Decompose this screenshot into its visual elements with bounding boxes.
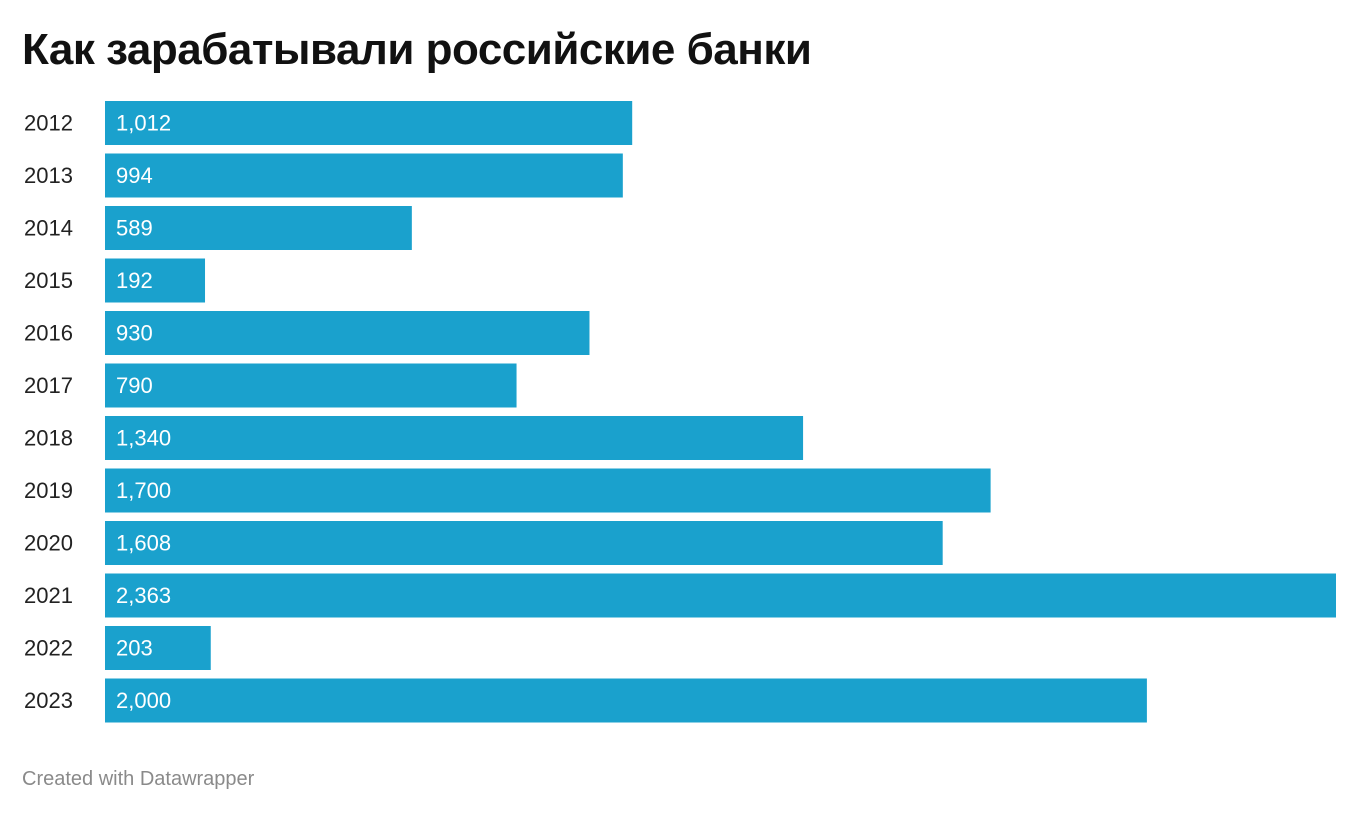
bar-2023 xyxy=(105,678,1147,723)
bar-2012 xyxy=(105,101,633,145)
category-label-2018: 2018 xyxy=(24,426,73,451)
category-label-2012: 2012 xyxy=(24,111,73,136)
category-label-2021: 2021 xyxy=(24,583,73,608)
category-label-2020: 2020 xyxy=(24,531,73,556)
category-label-2022: 2022 xyxy=(24,636,73,661)
value-label-2013: 994 xyxy=(116,163,153,188)
value-label-2022: 203 xyxy=(116,636,153,661)
value-label-2021: 2,363 xyxy=(116,583,171,608)
value-label-2015: 192 xyxy=(116,268,153,293)
bar-2020 xyxy=(105,521,943,565)
category-label-2014: 2014 xyxy=(24,216,73,241)
category-label-2017: 2017 xyxy=(24,373,73,398)
bar-2016 xyxy=(105,311,590,355)
datawrapper-credit: Created with Datawrapper xyxy=(22,768,255,790)
bar-2019 xyxy=(105,468,991,513)
category-label-2013: 2013 xyxy=(24,163,73,188)
bar-2017 xyxy=(105,363,517,408)
value-label-2012: 1,012 xyxy=(116,111,171,136)
value-label-2020: 1,608 xyxy=(116,531,171,556)
bar-2013 xyxy=(105,153,623,198)
bar-2022 xyxy=(105,626,211,670)
category-label-2015: 2015 xyxy=(24,268,73,293)
bar-2021 xyxy=(105,573,1336,618)
category-label-2016: 2016 xyxy=(24,321,73,346)
category-label-2023: 2023 xyxy=(24,688,73,713)
category-label-2019: 2019 xyxy=(24,478,73,503)
bar-2014 xyxy=(105,206,412,250)
chart-title: Как зарабатывали российские банки xyxy=(22,25,812,74)
bar-2015 xyxy=(105,258,206,303)
value-label-2014: 589 xyxy=(116,216,153,241)
value-label-2018: 1,340 xyxy=(116,426,171,451)
value-label-2016: 930 xyxy=(116,321,153,346)
value-label-2017: 790 xyxy=(116,373,153,398)
bar-2018 xyxy=(105,416,804,460)
value-label-2019: 1,700 xyxy=(116,478,171,503)
value-label-2023: 2,000 xyxy=(116,688,171,713)
